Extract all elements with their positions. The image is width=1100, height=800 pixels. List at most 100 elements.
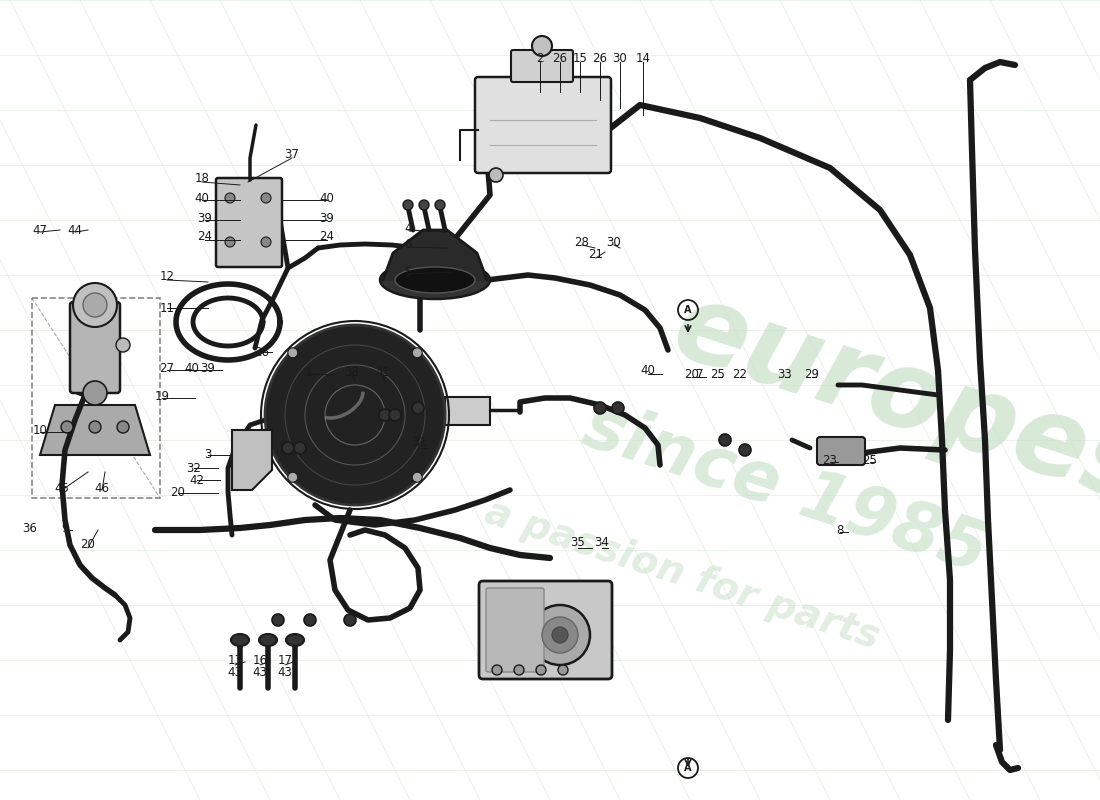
FancyBboxPatch shape xyxy=(70,302,120,393)
Circle shape xyxy=(492,665,502,675)
Text: A: A xyxy=(684,763,692,773)
Text: 8: 8 xyxy=(836,523,844,537)
Circle shape xyxy=(434,200,446,210)
Text: 21: 21 xyxy=(588,249,604,262)
Circle shape xyxy=(719,434,732,446)
Circle shape xyxy=(594,402,606,414)
Circle shape xyxy=(261,237,271,247)
Text: 42: 42 xyxy=(189,474,205,486)
Text: 25: 25 xyxy=(711,367,725,381)
Circle shape xyxy=(73,283,117,327)
FancyBboxPatch shape xyxy=(478,581,612,679)
Circle shape xyxy=(116,338,130,352)
Text: 44: 44 xyxy=(67,223,82,237)
Text: 9: 9 xyxy=(62,522,68,534)
Text: 24: 24 xyxy=(319,230,334,243)
Text: 43: 43 xyxy=(253,666,267,678)
Circle shape xyxy=(304,614,316,626)
Text: 20: 20 xyxy=(170,486,186,499)
Text: 31: 31 xyxy=(412,437,428,450)
Text: 38: 38 xyxy=(344,366,360,378)
Circle shape xyxy=(536,665,546,675)
Circle shape xyxy=(419,200,429,210)
Text: 19: 19 xyxy=(154,390,169,403)
Text: 22: 22 xyxy=(733,367,748,381)
Text: 25: 25 xyxy=(862,454,878,466)
Ellipse shape xyxy=(286,634,304,646)
Ellipse shape xyxy=(258,634,277,646)
Text: 41: 41 xyxy=(375,366,390,378)
Text: 40: 40 xyxy=(320,191,334,205)
Text: 13: 13 xyxy=(228,654,242,666)
Text: 43: 43 xyxy=(277,666,293,678)
Circle shape xyxy=(82,293,107,317)
Ellipse shape xyxy=(395,267,475,293)
Circle shape xyxy=(226,237,235,247)
Text: 24: 24 xyxy=(198,230,212,243)
Text: 4: 4 xyxy=(405,222,411,234)
Circle shape xyxy=(89,421,101,433)
Circle shape xyxy=(344,614,356,626)
Text: europes: europes xyxy=(660,274,1100,526)
Text: 30: 30 xyxy=(606,235,621,249)
Circle shape xyxy=(530,605,590,665)
Text: 33: 33 xyxy=(778,367,792,381)
Text: 15: 15 xyxy=(573,51,587,65)
Circle shape xyxy=(60,421,73,433)
Circle shape xyxy=(514,665,524,675)
Text: 5: 5 xyxy=(405,266,411,278)
Circle shape xyxy=(288,472,298,482)
Ellipse shape xyxy=(231,634,249,646)
Circle shape xyxy=(294,442,306,454)
Circle shape xyxy=(272,614,284,626)
Text: 29: 29 xyxy=(804,367,820,381)
Circle shape xyxy=(532,36,552,56)
Text: 40: 40 xyxy=(185,362,199,374)
Text: 36: 36 xyxy=(23,522,37,534)
Text: 26: 26 xyxy=(593,51,607,65)
Circle shape xyxy=(82,381,107,405)
Text: 45: 45 xyxy=(55,482,69,494)
Text: a passion for parts: a passion for parts xyxy=(480,493,884,657)
Circle shape xyxy=(265,325,446,505)
Circle shape xyxy=(379,409,390,421)
Circle shape xyxy=(739,444,751,456)
Text: 26: 26 xyxy=(254,346,270,358)
Text: 10: 10 xyxy=(33,423,47,437)
Text: 3: 3 xyxy=(205,449,211,462)
Text: 30: 30 xyxy=(613,51,627,65)
Circle shape xyxy=(261,193,271,203)
Text: 20: 20 xyxy=(80,538,96,551)
Text: 16: 16 xyxy=(253,654,267,666)
Circle shape xyxy=(226,193,235,203)
Text: 46: 46 xyxy=(95,482,110,494)
Text: 11: 11 xyxy=(160,302,175,314)
Polygon shape xyxy=(232,430,272,490)
Text: 12: 12 xyxy=(160,270,175,283)
Text: 26: 26 xyxy=(552,51,568,65)
Text: 39: 39 xyxy=(320,211,334,225)
Text: 34: 34 xyxy=(595,537,609,550)
Text: 40: 40 xyxy=(195,191,209,205)
Text: 28: 28 xyxy=(574,235,590,249)
Circle shape xyxy=(288,348,298,358)
Circle shape xyxy=(552,627,568,643)
Text: 27: 27 xyxy=(160,362,175,374)
Text: 35: 35 xyxy=(571,537,585,550)
Circle shape xyxy=(542,617,578,653)
Text: 1: 1 xyxy=(305,366,311,378)
Circle shape xyxy=(612,402,624,414)
FancyBboxPatch shape xyxy=(475,77,610,173)
Text: 7: 7 xyxy=(696,367,704,381)
Text: 40: 40 xyxy=(640,365,656,378)
Circle shape xyxy=(490,168,503,182)
Circle shape xyxy=(117,421,129,433)
FancyBboxPatch shape xyxy=(512,50,573,82)
Circle shape xyxy=(412,472,422,482)
Circle shape xyxy=(403,200,412,210)
Text: since 1985: since 1985 xyxy=(575,393,996,587)
Ellipse shape xyxy=(379,261,490,299)
Circle shape xyxy=(412,402,424,414)
Circle shape xyxy=(412,348,422,358)
Text: 2: 2 xyxy=(537,51,543,65)
